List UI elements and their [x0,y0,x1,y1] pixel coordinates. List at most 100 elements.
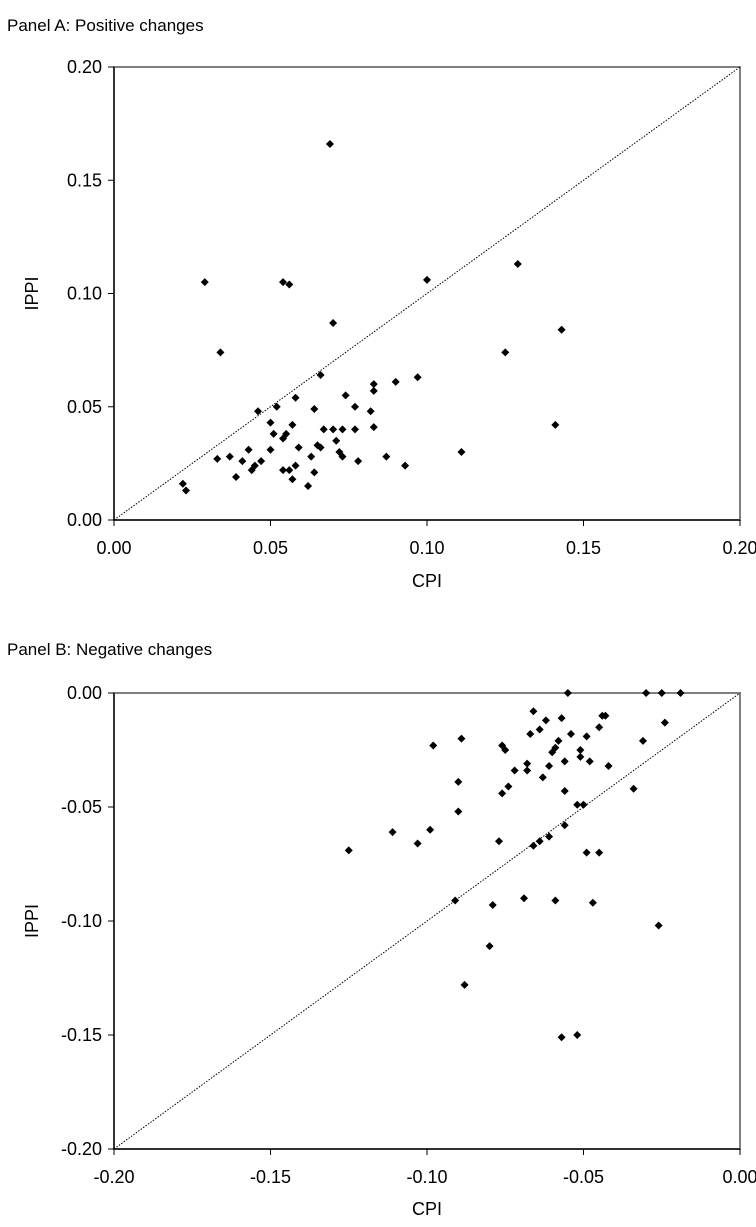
panel-a-data-point [316,443,325,452]
panel-b-data-point [460,980,469,989]
panel-b-y-tick-label: -0.05 [61,797,102,817]
panel-a-x-tick-label: 0.20 [722,538,756,558]
panel-b-data-point [538,773,547,782]
panel-a-data-point [291,461,300,470]
panel-a-data-point [285,280,294,289]
panel-a-y-tick-label: 0.05 [67,397,102,417]
panel-b-data-point [545,761,554,770]
panel-b-data-point [551,743,560,752]
panel-b-data-point [557,714,566,723]
panel-a-data-point [369,386,378,395]
panel-b-data-point [454,807,463,816]
panel-b-reference-line [113,692,741,1150]
panel-b-data-point [426,825,435,834]
panel-a-data-point [279,278,288,287]
panel-a-data-point [351,425,360,434]
panel-b-data-point [560,757,569,766]
panel-b-data-point [563,689,572,697]
panel-a-data-point [200,278,209,287]
panel-b-data-point [535,837,544,846]
panel-b-data-point [582,732,591,741]
panel-b-data-point [576,746,585,754]
panel-b-data-point [523,759,532,768]
panel-a-data-point [272,402,281,411]
panel-a-data-point [181,486,190,495]
panel-a-data-point [382,452,391,461]
panel-a-title: Panel A: Positive changes [7,16,204,35]
panel-b-data-point [535,725,544,734]
panel-b-data-point [579,800,588,809]
panel-b-y-tick-label: 0.00 [67,683,102,703]
panel-b-data-point [629,784,638,793]
panel-b-data-point [588,898,597,907]
panel-a-data-point [294,443,303,452]
panel-a-data-point [501,348,510,357]
panel-b-title: Panel B: Negative changes [7,640,213,659]
panel-a-data-point [354,457,363,466]
panel-a-data-point [325,140,334,149]
panel-b-data-point [638,736,647,745]
panel-b-data-point [595,723,604,732]
panel-a-data-point [369,423,378,432]
panel-a-data-point [551,420,560,429]
panel-b-data-point [642,689,651,697]
panel-a-data-point [266,445,275,454]
panel-b-data-point [344,846,353,855]
panel-b-data-point [457,734,466,743]
panel-b-data-point [657,689,666,697]
panel-a-data-point [213,454,222,463]
panel-a-data-point [316,371,325,380]
panel-a-y-tick-label: 0.20 [67,57,102,77]
panel-b-data-point [529,841,538,850]
panel-a-data-point [178,479,187,488]
panel-b-data-point [573,1031,582,1039]
panel-a-y-tick-label: 0.00 [67,510,102,530]
panel-a-data-point [304,482,313,491]
panel-a-data-point [513,260,522,269]
panel-a-data-point [457,448,466,457]
panel-b-data-point [388,828,397,837]
panel-b-data-point [526,730,535,739]
panel-a-data-point [291,393,300,402]
panel-a-data-point [329,318,338,327]
panel-b-y-tick-label: -0.20 [61,1139,102,1159]
panel-a-data-point [232,472,241,481]
panel-a-y-tick-label: 0.15 [67,170,102,190]
panel-a-y-tick-label: 0.10 [67,284,102,304]
panel-a-data-point [351,402,360,411]
panel-b-data-point [566,730,575,739]
panel-a-data-point [269,429,278,438]
panel-b-data-point [520,894,529,903]
panel-b-data-point [676,689,685,697]
panel-a-data-point [307,452,316,461]
panel-a-data-point [557,325,566,334]
panel-b-data-point [494,837,503,846]
panel-b-data-point [413,839,422,848]
panel-a-x-tick-label: 0.10 [409,538,444,558]
panel-a-data-point [244,445,253,454]
panel-b-data-point [557,1033,566,1042]
panel-b-data-point [545,832,554,841]
panel-b-data-point [529,707,538,716]
panel-b-x-tick-label: -0.20 [93,1167,134,1187]
panel-a-data-point [250,461,259,470]
panel-a-plot-frame [113,66,741,521]
panel-b-data-point [551,896,560,905]
panel-a-data-point [257,457,266,466]
panel-a-data-point [413,373,422,382]
panel-a-data-point [285,466,294,475]
panel-b-data-point [488,901,497,910]
panel-a-data-point [366,407,375,416]
panel-b-data-point [582,848,591,857]
panel-b-data-point [510,766,519,775]
panel-a-data-point [341,391,350,400]
panel-b-data-point [523,766,532,775]
panel-b-data-point [576,752,585,761]
panel-a-data-point [282,429,291,438]
panel-b-x-tick-label: 0.00 [722,1167,756,1187]
panel-b-data-point [654,921,663,930]
panel-b-data-point [573,800,582,809]
panel-b-data-point [501,746,510,754]
panel-a-data-point [369,380,378,389]
panel-a-data-point [338,452,347,461]
